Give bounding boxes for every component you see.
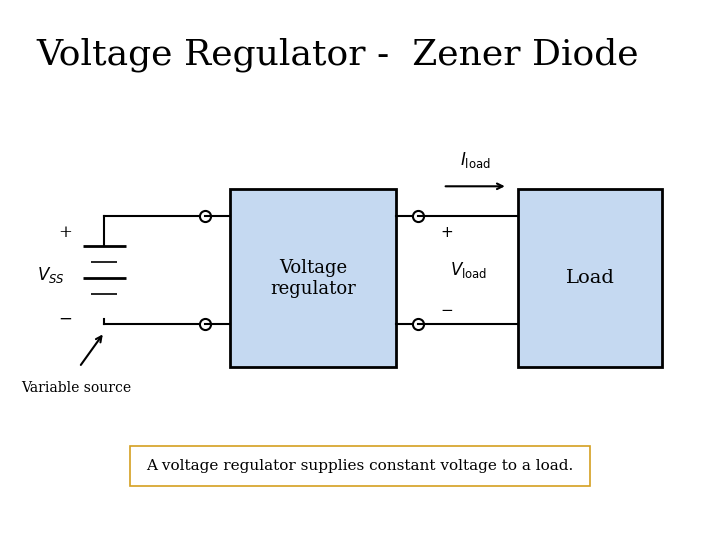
Text: $I_{\rm load}$: $I_{\rm load}$: [460, 150, 490, 170]
FancyBboxPatch shape: [130, 446, 590, 486]
Text: +: +: [58, 224, 72, 241]
Text: Voltage
regulator: Voltage regulator: [270, 259, 356, 298]
Text: −: −: [58, 310, 72, 327]
Text: $V_{SS}$: $V_{SS}$: [37, 265, 64, 286]
Text: Voltage Regulator -  Zener Diode: Voltage Regulator - Zener Diode: [36, 38, 639, 72]
FancyBboxPatch shape: [518, 189, 662, 367]
Text: −: −: [440, 303, 453, 318]
Text: $V_{\rm load}$: $V_{\rm load}$: [450, 260, 487, 280]
Text: Variable source: Variable source: [22, 381, 132, 395]
FancyBboxPatch shape: [230, 189, 396, 367]
Text: A voltage regulator supplies constant voltage to a load.: A voltage regulator supplies constant vo…: [146, 459, 574, 472]
Text: Load: Load: [566, 269, 615, 287]
Text: +: +: [440, 225, 453, 240]
